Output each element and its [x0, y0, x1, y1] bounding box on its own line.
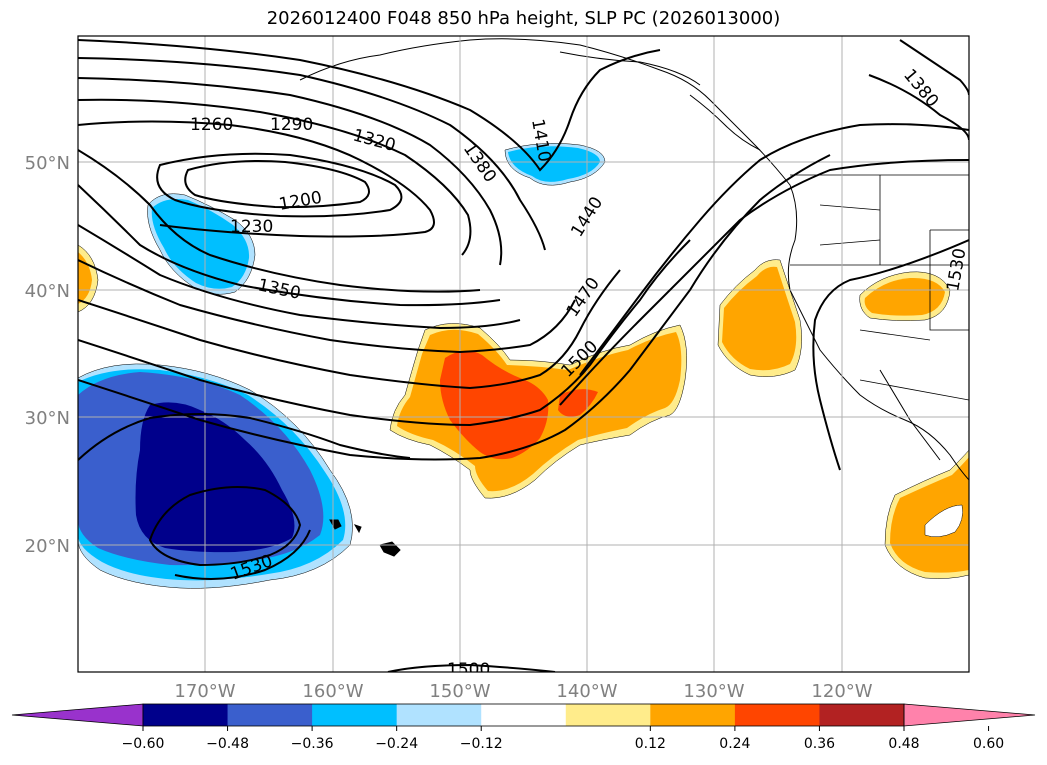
contour-label: 1260 — [190, 115, 233, 135]
colorbar-tick-label: −0.12 — [460, 736, 503, 752]
negative-anomaly-south-west — [78, 363, 353, 589]
colorbar-tick-label: 0.24 — [719, 736, 750, 752]
colorbar-segment — [734, 704, 820, 726]
contour-label: 1350 — [256, 275, 302, 304]
map-plot-area: 1260 1290 1320 1380 1410 1200 1230 1440 … — [78, 36, 970, 680]
colorbar-ticks: −0.60 −0.48 −0.36 −0.24 −0.12 0.12 0.24 0.36 0.4… — [122, 726, 1004, 752]
colorbar-tick-label: −0.36 — [291, 736, 334, 752]
contour-label: 1320 — [351, 126, 398, 157]
colorbar-extension-high — [903, 703, 1036, 727]
height-contours — [78, 39, 969, 672]
light-blue-shade — [151, 199, 250, 289]
map-title: 2026012400 F048 850 hPa height, SLP PC (… — [266, 8, 781, 29]
lon-label-130w: 130°W — [683, 681, 744, 702]
negative-anomaly-north-west — [147, 193, 256, 295]
contour-label: 1470 — [563, 274, 604, 321]
colorbar-frame — [142, 703, 905, 727]
colorbar-segment — [481, 704, 567, 726]
colorbar-tick-label: 0.36 — [804, 736, 835, 752]
political-borders — [790, 174, 969, 401]
lat-label-50n: 50°N — [25, 153, 70, 174]
contour-label: 1290 — [270, 115, 313, 135]
contour-label: 1230 — [230, 217, 273, 237]
contour-label: 1380 — [899, 65, 942, 111]
colorbar-tick-label: −0.60 — [122, 736, 165, 752]
positive-anomaly-mexico — [884, 449, 969, 579]
colorbar-tick-label: −0.48 — [206, 736, 249, 752]
orange-shade — [78, 252, 92, 304]
lon-label-160w: 160°W — [302, 681, 363, 702]
colorbar-extension-low — [11, 703, 144, 727]
colorbar-tick-label: −0.24 — [375, 736, 418, 752]
map-frame — [77, 35, 970, 673]
lat-label-40n: 40°N — [25, 281, 70, 302]
colorbar-tick-label: 0.48 — [888, 736, 919, 752]
colorbar-segment — [819, 704, 905, 726]
colorbar-tick-label: 0.12 — [635, 736, 666, 752]
colorbar-segment — [565, 704, 651, 726]
contour-label: 1200 — [277, 188, 323, 215]
lon-label-140w: 140°W — [556, 681, 617, 702]
lon-label-120w: 120°W — [811, 681, 872, 702]
positive-anomaly-inland — [859, 271, 951, 321]
red-orange-shade — [440, 350, 549, 460]
orange-shade — [864, 277, 945, 316]
colorbar-segment — [312, 704, 398, 726]
contour-label: 1530 — [943, 247, 970, 293]
lat-label-20n: 20°N — [25, 536, 70, 557]
colorbar-tick-label: 0.60 — [973, 736, 1004, 752]
orange-shade — [890, 457, 969, 573]
lat-label-30n: 30°N — [25, 408, 70, 429]
longitude-labels: 170°W 160°W 150°W 140°W 130°W 120°W — [174, 681, 872, 702]
light-blue-shade — [508, 146, 600, 182]
lon-label-150w: 150°W — [429, 681, 490, 702]
contour-label: 1500 — [447, 660, 490, 680]
colorbar-segment — [143, 704, 229, 726]
negative-anomaly-gulf — [504, 143, 606, 186]
positive-anomaly-east-pacific — [717, 259, 802, 377]
colorbar-segment — [396, 704, 482, 726]
latitude-labels: 50°N 40°N 30°N 20°N — [25, 153, 70, 557]
white-hole — [924, 504, 963, 538]
colorbar-segment — [227, 704, 313, 726]
coastlines — [299, 38, 969, 557]
orange-shade — [722, 266, 797, 371]
lon-label-170w: 170°W — [174, 681, 235, 702]
contour-label: 1440 — [567, 193, 607, 240]
colorbar-segment — [650, 704, 736, 726]
colorbar — [11, 703, 1036, 727]
dark-blue-shade — [135, 402, 295, 553]
